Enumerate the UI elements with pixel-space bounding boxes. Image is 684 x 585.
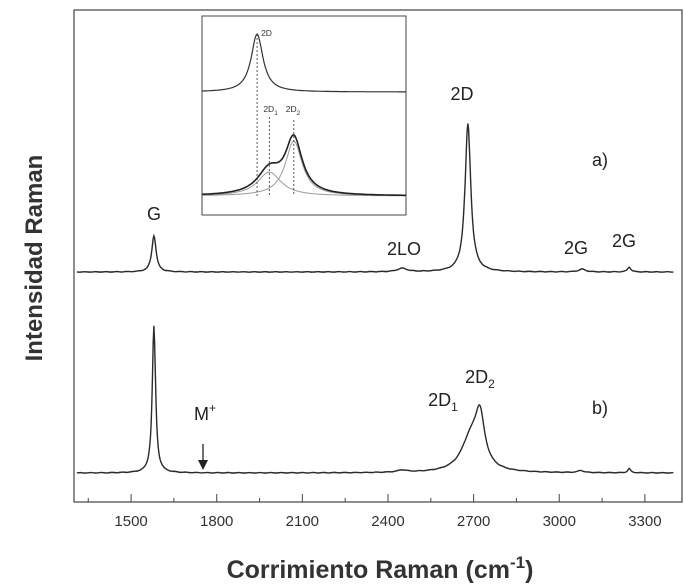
annotation-0: G [147, 204, 161, 224]
x-axis-title: Corrimiento Raman (cm-1) [227, 553, 534, 584]
x-tick-label: 2700 [457, 513, 490, 530]
annotation-6: 2D1 [428, 390, 458, 414]
x-tick-labels: 1500 1800 2100 2400 2700 3000 3300 [114, 513, 661, 530]
inset-label-2: 2D2 [286, 104, 301, 117]
x-tick-label: 2400 [371, 513, 404, 530]
annotation-1: 2LO [387, 239, 421, 259]
annotation-4: 2G [612, 231, 636, 251]
series-line-b [76, 325, 674, 474]
inset-border [201, 15, 407, 216]
m-plus-arrowhead [198, 460, 208, 470]
annotation-5: a) [592, 150, 608, 170]
series-line-a [76, 123, 674, 274]
x-tick-label: 1800 [200, 513, 233, 530]
peak-annotations: G 2LO 2D 2G 2G a) 2D1 2D2 b) M+ [147, 84, 636, 470]
annotation-8: b) [592, 398, 608, 418]
x-tick-label: 3000 [543, 513, 576, 530]
annotation-2: 2D [450, 84, 473, 104]
inset-top-peak [202, 33, 406, 93]
inset-panel: 2D 2D1 2D2 [201, 15, 407, 216]
y-axis-title: Intensidad Raman [21, 155, 48, 362]
series-lines [76, 123, 674, 474]
x-tick-label: 3300 [628, 513, 661, 530]
plot-frame [73, 9, 683, 503]
inset-envelope [202, 134, 406, 197]
annotation-7: 2D2 [465, 367, 495, 391]
inset-label-0: 2D [261, 28, 272, 38]
inset-label-1: 2D1 [263, 104, 278, 117]
plot-border [73, 9, 683, 503]
annotation-9: M+ [194, 401, 216, 424]
annotation-3: 2G [564, 238, 588, 258]
x-ticks [87, 494, 646, 502]
x-tick-label: 2100 [286, 513, 319, 530]
x-tick-label: 1500 [114, 513, 147, 530]
